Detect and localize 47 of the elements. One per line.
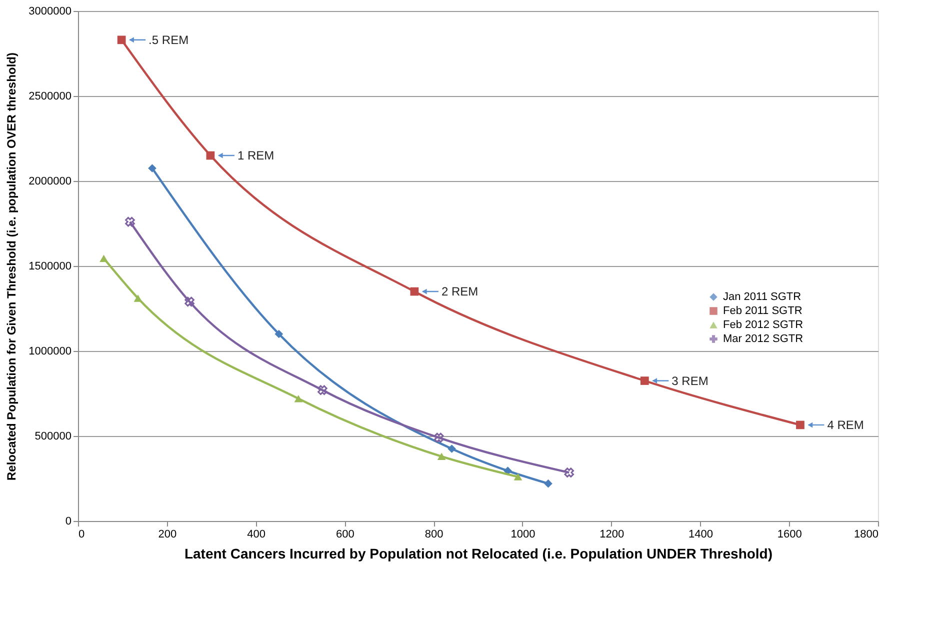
point	[318, 385, 328, 395]
point	[640, 376, 649, 385]
y-tick-label: 3000000	[28, 6, 72, 18]
x-tick-label: 200	[158, 528, 177, 540]
x-tick-label: 800	[424, 528, 444, 540]
point	[410, 287, 419, 296]
point	[184, 296, 194, 307]
y-tick-label: 1500000	[28, 260, 72, 272]
point	[796, 420, 804, 430]
point	[148, 164, 156, 172]
x-tick-label: 400	[247, 528, 266, 540]
annotation: 4 REM	[827, 418, 864, 432]
x-axis-title: Latent Cancers Incurred by Population not Relocated (i.e. Population UNDER Threshold)	[184, 546, 773, 562]
point	[125, 216, 135, 227]
point	[274, 330, 284, 338]
x-tick-label: 1200	[600, 528, 624, 540]
point	[437, 452, 446, 460]
x-tick-label: 0	[78, 528, 85, 540]
x-tick-label: 1000	[510, 528, 536, 540]
point	[134, 294, 142, 302]
y-tick-label: 2500000	[28, 90, 72, 102]
point	[294, 394, 303, 402]
annotation: 3 REM	[672, 374, 708, 388]
point	[514, 473, 522, 480]
x-tick-label: 1600	[777, 528, 802, 540]
legend-label: Jan 2011 SGTR	[723, 291, 802, 303]
y-tick-label: 0	[65, 516, 72, 528]
point	[564, 468, 574, 478]
point	[206, 151, 215, 160]
point	[448, 444, 456, 453]
y-tick-label: 1000000	[28, 346, 72, 358]
annotation: 2 REM	[441, 284, 478, 298]
point	[100, 254, 108, 262]
point	[544, 479, 552, 488]
y-tick-label: 500000	[34, 430, 72, 442]
x-tick-label: 600	[336, 528, 354, 540]
annotation: .5 REM	[148, 32, 189, 47]
y-axis-title: Relocated Population for Given Threshold (i.e. population OVER threshold)	[4, 52, 19, 481]
legend-label: Feb 2011 SGTR	[723, 305, 802, 317]
y-tick-label: 2000000	[28, 176, 72, 188]
annotation: 1 REM	[237, 148, 274, 162]
point	[434, 432, 444, 443]
point	[117, 36, 126, 44]
x-tick-label: 1800	[854, 528, 878, 540]
x-tick-label: 1400	[688, 528, 713, 540]
legend-label: Mar 2012 SGTR	[723, 333, 804, 345]
legend-label: Feb 2012 SGTR	[723, 319, 804, 331]
